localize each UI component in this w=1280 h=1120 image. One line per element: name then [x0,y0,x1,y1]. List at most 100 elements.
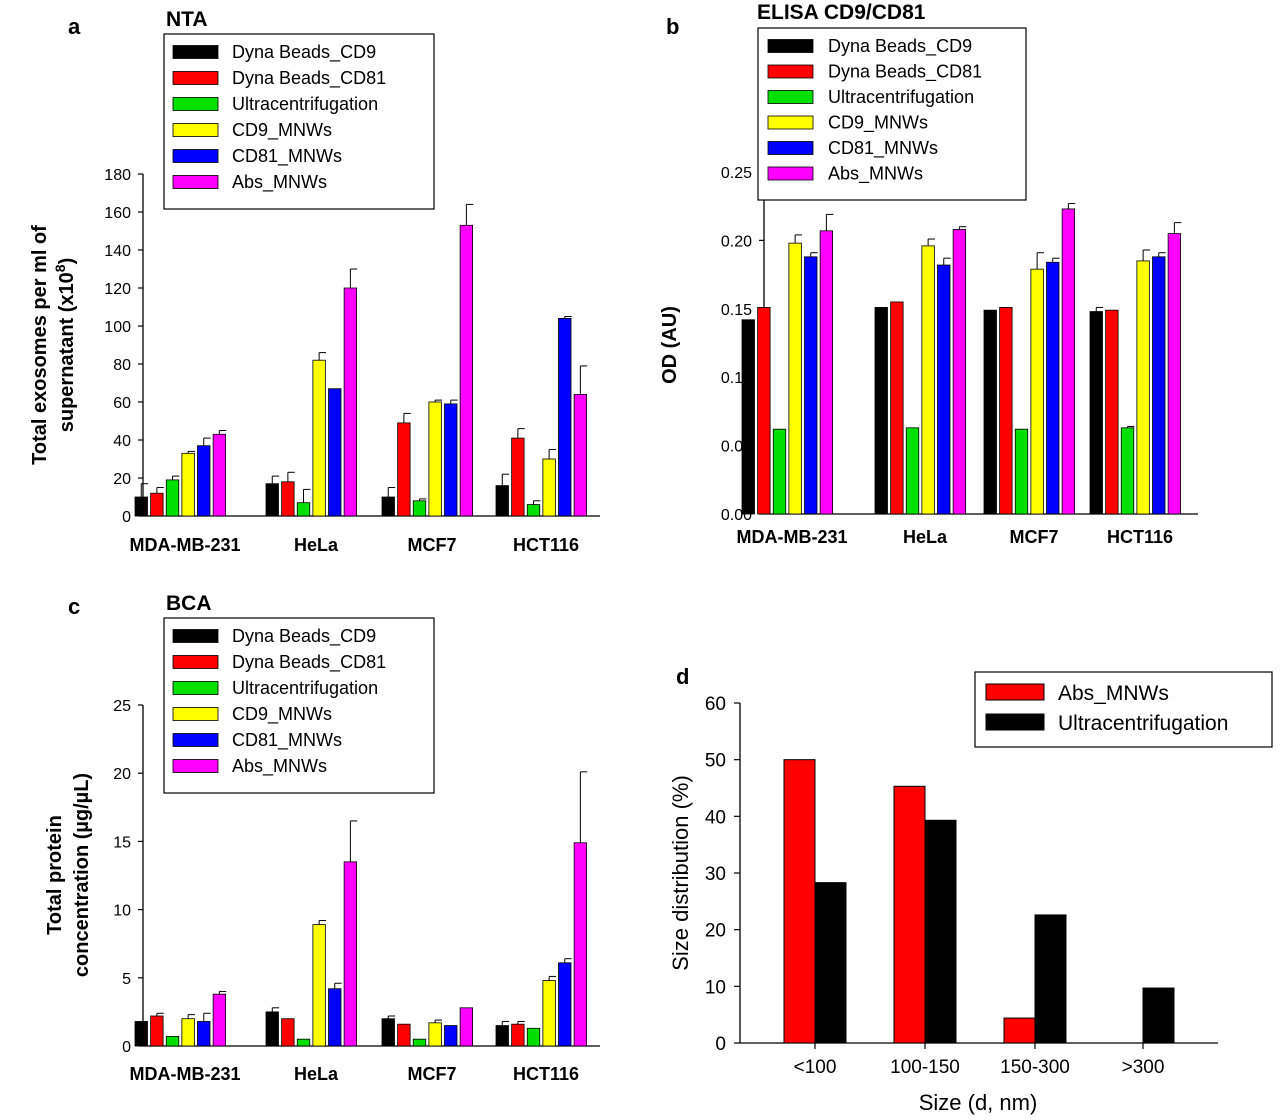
panel-d-category-label: >300 [1122,1057,1165,1078]
panel-c-bar [526,1027,541,1047]
panel-c-category-label: MCF7 [408,1064,457,1084]
panel-d-plot: 0 10 20 30 40 50 60 <100 100-150 150-300 >300 Abs_M… [705,671,1273,1078]
panel-b-bar [757,307,771,515]
panel-a-bar [526,504,541,517]
panel-b-legend-swatch [767,141,814,155]
panel-c-legend-label: Abs_MNWs [232,756,327,777]
panel-a-legend-label: Ultracentrifugation [232,94,378,114]
panel-c-legend-swatch [172,629,219,643]
panel-c-bar [511,1023,525,1047]
panel-c-legend-swatch [172,681,219,695]
panel-b-legend-label: Abs_MNWs [828,164,923,185]
panel-b-legend-label: CD9_MNWs [828,113,928,134]
panel-a-bar [281,481,295,517]
panel-c-ytick-label: 10 [113,903,131,920]
panel-d-ytick-label: 60 [705,694,726,715]
panel-c-bar [312,924,326,1047]
panel-b-bar [1089,311,1103,515]
panel-d-ytick-label: 10 [705,977,726,998]
panel-b-bar [1152,256,1166,515]
panel-b-legend-swatch [767,39,814,53]
panel-a-plot: 0 20 40 60 80 100 120 140 160 180 MDA-MB-231 HeLa MC… [104,33,600,555]
panel-c-legend-swatch [172,655,219,669]
panel-b-legend-swatch [767,90,814,104]
panel-a-ytick-label: 40 [113,433,131,450]
panel-c-bar [181,1018,195,1047]
panel-c-legend-swatch [172,707,219,721]
panel-a-bar [181,452,195,517]
panel-a-legend-swatch [172,149,219,163]
panel-a-bar [296,502,311,517]
panel-b-bar [1030,268,1044,515]
panel-c-category-label: HeLa [294,1064,339,1084]
panel-a-bar [343,287,358,517]
panel-d-category-label: 150-300 [1000,1057,1070,1078]
panel-a-bar [212,433,227,517]
panel-d-ytick-label: 0 [715,1034,726,1055]
panel-a-category-label: HCT116 [513,535,579,555]
panel-b-bar [1105,309,1119,515]
panel-b-legend-label: Ultracentrifugation [828,87,974,107]
panel-a-legend-label: Abs_MNWs [232,172,327,193]
panel-d-category-label: <100 [794,1057,837,1078]
panel-b-bar [952,229,967,515]
panel-a-bar [381,496,395,517]
panel-c-bar [542,980,556,1047]
panel-b-bar [905,427,920,515]
panel-a-bar [444,403,458,517]
panel-b-legend-swatch [767,166,814,181]
panel-b-bar [1046,261,1060,515]
panel-b-bar [1061,208,1076,515]
panel-b-ytick-label: 0.20 [721,233,752,250]
panel-c-plot: 0 5 10 15 20 25 MDA-MB-231 HeLa MCF7 HCT116 Dyna B… [113,617,600,1084]
panel-b-legend-label: CD81_MNWs [828,138,938,159]
panel-c-ytick-label: 15 [113,834,131,851]
panel-d-bar [1142,987,1175,1044]
panel-a-bar [397,422,411,517]
panel-c-bar [444,1025,458,1047]
panel-a-bar [312,359,326,517]
panel-c-ylabel-line2: concentration (µg/µL) [71,773,93,977]
panel-c-legend-label: CD81_MNWs [232,730,342,751]
panel-b-legend-label: Dyna Beads_CD9 [828,36,972,57]
panel-d-xlabel: Size (d, nm) [919,1090,1038,1115]
panel-b-bar [999,307,1013,515]
panel-d-bar [893,785,926,1044]
panel-c-bar [165,1036,180,1047]
panel-b-legend-label: Dyna Beads_CD81 [828,62,982,83]
panel-a-bar [558,317,572,517]
panel-c-bar [265,1011,279,1047]
panel-b-ytick-label: 0.15 [721,302,752,319]
panel-d-bar [814,882,847,1044]
panel-a-ytick-label: 140 [104,243,131,260]
panel-d-bar [783,759,816,1044]
panel-c-bar [150,1015,164,1047]
panel-c-bar [381,1018,395,1047]
panel-b-bar [772,428,787,515]
panel-letter-b: b [666,14,679,39]
panel-a-ytick-label: 80 [113,357,131,374]
panel-d-ytick-label: 40 [705,807,726,828]
panel-b-bar [1136,260,1150,515]
panel-d-ytick-label: 30 [705,864,726,885]
panel-a-legend-swatch [172,97,219,111]
panel-a-category-label: HeLa [294,535,339,555]
panel-c-bar [573,842,588,1047]
panel-c-bar [558,962,572,1047]
panel-b-bar [874,307,888,515]
panel-a-ytick-label: 180 [104,167,131,184]
panel-a-bar [412,500,427,517]
panel-c-bar [197,1021,211,1047]
panel-a-bar [428,401,442,517]
panel-b-category-label: MDA-MB-231 [736,527,847,547]
panel-a-bar [150,492,164,517]
panel-c-bar [412,1038,427,1047]
panel-a-legend-label: CD9_MNWs [232,120,332,141]
panel-d-bar [1003,1017,1036,1044]
panel-b-category-label: HCT116 [1107,527,1173,547]
panel-c-bar [397,1023,411,1047]
panel-a-bar [573,393,588,517]
panel-c-ytick-label: 25 [113,698,131,715]
